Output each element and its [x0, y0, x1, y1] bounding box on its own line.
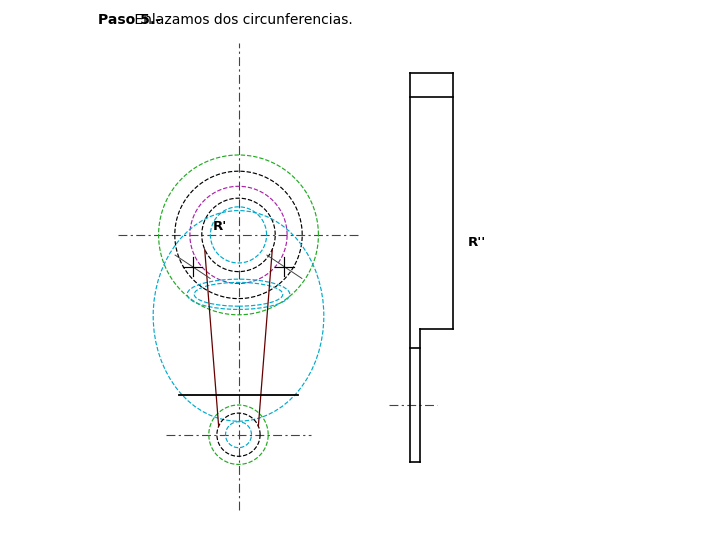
Text: Paso 5.-: Paso 5.-: [98, 14, 161, 28]
Text: Enlazamos dos circunferencias.: Enlazamos dos circunferencias.: [130, 14, 354, 28]
Text: R'': R'': [468, 235, 486, 249]
Text: R': R': [213, 219, 228, 233]
